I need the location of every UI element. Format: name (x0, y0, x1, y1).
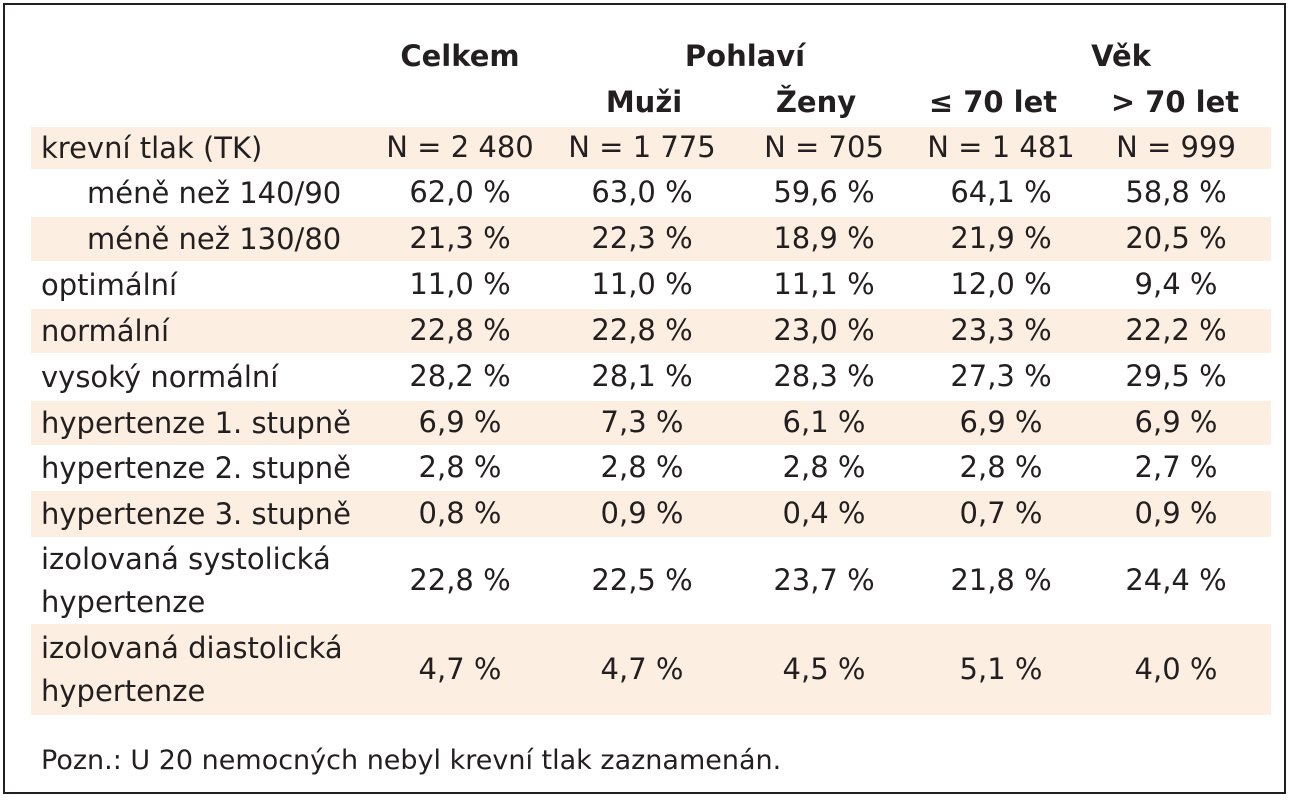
cell-zeny: 23,0 % (773, 313, 875, 348)
cell-vek-gt70: 0,9 % (1134, 496, 1218, 531)
table-frame: Celkem Pohlaví Věk Muži Ženy ≤ 70 let > … (3, 3, 1286, 794)
row-label: normální (41, 313, 170, 348)
cell-vek-gt70: 29,5 % (1125, 359, 1227, 394)
cell-zeny: 28,3 % (773, 359, 875, 394)
cell-vek-le70: 12,0 % (950, 267, 1052, 302)
cell-celkem: 22,8 % (409, 313, 511, 348)
cell-celkem: N = 2 480 (386, 130, 534, 165)
table-row: normální 22,8 % 22,8 % 23,0 % 23,3 % 22,… (31, 309, 1271, 353)
table-row: hypertenze 1. stupně 6,9 % 7,3 % 6,1 % 6… (31, 401, 1271, 445)
cell-vek-le70: 64,1 % (950, 175, 1052, 210)
row-label: izolovaná systolická hypertenze (41, 542, 331, 619)
cell-vek-le70: 27,3 % (950, 359, 1052, 394)
cell-celkem: 21,3 % (409, 221, 511, 256)
cell-celkem: 0,8 % (418, 496, 502, 531)
table-note: Pozn.: U 20 nemocných nebyl krevní tlak … (41, 745, 782, 776)
cell-zeny: 23,7 % (773, 562, 875, 597)
cell-vek-le70: N = 1 481 (927, 130, 1075, 165)
table-row: hypertenze 3. stupně 0,8 % 0,9 % 0,4 % 0… (31, 491, 1271, 537)
cell-zeny: 6,1 % (782, 405, 866, 440)
row-label: hypertenze 3. stupně (41, 496, 351, 531)
cell-celkem: 2,8 % (418, 450, 502, 485)
header-vek-gt70: > 70 let (1110, 85, 1240, 119)
cell-vek-gt70: N = 999 (1116, 130, 1236, 165)
cell-celkem: 4,7 % (418, 651, 502, 686)
row-label: optimální (41, 267, 178, 302)
header-pohlavi: Pohlaví (684, 39, 806, 73)
table-row: optimální 11,0 % 11,0 % 11,1 % 12,0 % 9,… (31, 261, 1271, 309)
row-label: méně než 130/80 (87, 221, 342, 256)
cell-zeny: 0,4 % (782, 496, 866, 531)
row-label: hypertenze 2. stupně (41, 450, 351, 485)
cell-celkem: 28,2 % (409, 359, 511, 394)
cell-muzi: 63,0 % (591, 175, 693, 210)
row-label: izolovaná diastolická hypertenze (41, 631, 343, 708)
cell-muzi: 28,1 % (591, 359, 693, 394)
cell-zeny: 4,5 % (782, 651, 866, 686)
cell-vek-le70: 21,9 % (950, 221, 1052, 256)
cell-vek-le70: 5,1 % (959, 651, 1043, 686)
cell-vek-gt70: 4,0 % (1134, 651, 1218, 686)
cell-vek-gt70: 22,2 % (1125, 313, 1227, 348)
cell-vek-gt70: 58,8 % (1125, 175, 1227, 210)
table-row: hypertenze 2. stupně 2,8 % 2,8 % 2,8 % 2… (31, 445, 1271, 491)
table-row: izolovaná diastolická hypertenze 4,7 % 4… (31, 624, 1271, 715)
cell-muzi: 22,5 % (591, 562, 693, 597)
cell-vek-gt70: 20,5 % (1125, 221, 1227, 256)
cell-vek-le70: 0,7 % (959, 496, 1043, 531)
header-vek-le70: ≤ 70 let (928, 85, 1058, 119)
cell-celkem: 6,9 % (418, 405, 502, 440)
cell-zeny: N = 705 (764, 130, 884, 165)
cell-muzi: N = 1 775 (568, 130, 716, 165)
table-row: vysoký normální 28,2 % 28,1 % 28,3 % 27,… (31, 353, 1271, 401)
cell-vek-gt70: 2,7 % (1134, 450, 1218, 485)
cell-zeny: 59,6 % (773, 175, 875, 210)
cell-muzi: 2,8 % (600, 450, 684, 485)
cell-vek-gt70: 24,4 % (1125, 562, 1227, 597)
row-label: vysoký normální (41, 359, 279, 394)
cell-muzi: 7,3 % (600, 405, 684, 440)
cell-zeny: 18,9 % (773, 221, 875, 256)
table-row: méně než 140/90 62,0 % 63,0 % 59,6 % 64,… (31, 169, 1271, 217)
row-label: krevní tlak (TK) (41, 130, 263, 165)
cell-vek-gt70: 6,9 % (1134, 405, 1218, 440)
cell-muzi: 4,7 % (600, 651, 684, 686)
header-zeny: Ženy (775, 85, 857, 119)
cell-vek-le70: 2,8 % (959, 450, 1043, 485)
data-table: krevní tlak (TK) N = 2 480 N = 1 775 N =… (31, 127, 1271, 715)
cell-celkem: 62,0 % (409, 175, 511, 210)
cell-celkem: 22,8 % (409, 562, 511, 597)
cell-muzi: 22,8 % (591, 313, 693, 348)
cell-vek-le70: 21,8 % (950, 562, 1052, 597)
cell-vek-gt70: 9,4 % (1134, 267, 1218, 302)
cell-zeny: 2,8 % (782, 450, 866, 485)
header-vek: Věk (1091, 39, 1151, 73)
table-row: méně než 130/80 21,3 % 22,3 % 18,9 % 21,… (31, 217, 1271, 261)
cell-muzi: 22,3 % (591, 221, 693, 256)
cell-vek-le70: 23,3 % (950, 313, 1052, 348)
cell-muzi: 11,0 % (591, 267, 693, 302)
cell-zeny: 11,1 % (773, 267, 875, 302)
cell-muzi: 0,9 % (600, 496, 684, 531)
table-row: krevní tlak (TK) N = 2 480 N = 1 775 N =… (31, 127, 1271, 169)
table-row: izolovaná systolická hypertenze 22,8 % 2… (31, 537, 1271, 624)
header-muzi: Muži (605, 85, 683, 119)
cell-celkem: 11,0 % (409, 267, 511, 302)
row-label: méně než 140/90 (87, 175, 342, 210)
cell-vek-le70: 6,9 % (959, 405, 1043, 440)
header-celkem: Celkem (400, 39, 520, 73)
row-label: hypertenze 1. stupně (41, 405, 351, 440)
